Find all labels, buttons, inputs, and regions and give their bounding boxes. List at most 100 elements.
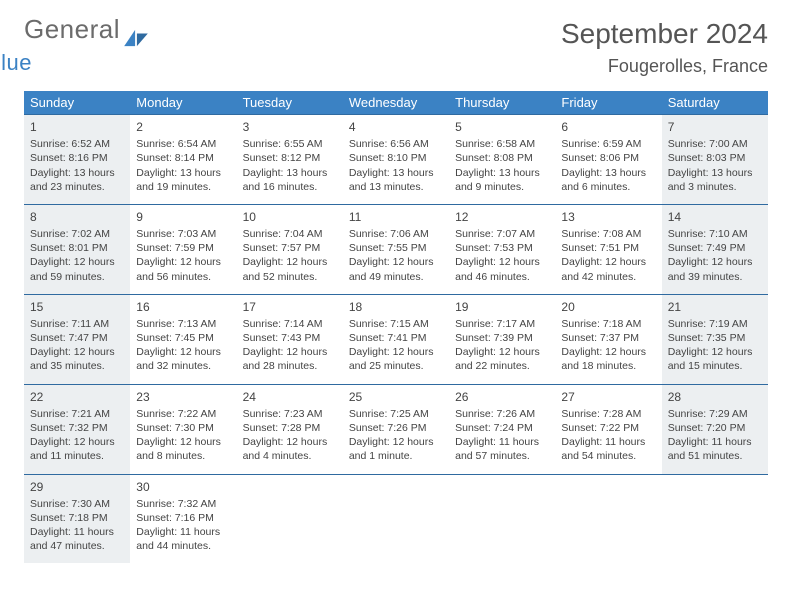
daylight-text: Daylight: 12 hours and 28 minutes. bbox=[243, 345, 337, 373]
weekday-header: Monday bbox=[130, 91, 236, 115]
sunrise-text: Sunrise: 7:14 AM bbox=[243, 317, 337, 331]
title-block: September 2024 Fougerolles, France bbox=[561, 18, 768, 77]
sunset-text: Sunset: 7:49 PM bbox=[668, 241, 762, 255]
daylight-text: Daylight: 13 hours and 19 minutes. bbox=[136, 166, 230, 194]
calendar-day-cell: 17Sunrise: 7:14 AMSunset: 7:43 PMDayligh… bbox=[237, 294, 343, 384]
day-number: 14 bbox=[668, 209, 762, 225]
calendar-week-row: 29Sunrise: 7:30 AMSunset: 7:18 PMDayligh… bbox=[24, 474, 768, 563]
calendar-day-cell: 26Sunrise: 7:26 AMSunset: 7:24 PMDayligh… bbox=[449, 384, 555, 474]
calendar-day-cell: 21Sunrise: 7:19 AMSunset: 7:35 PMDayligh… bbox=[662, 294, 768, 384]
day-number: 15 bbox=[30, 299, 124, 315]
day-number: 7 bbox=[668, 119, 762, 135]
sunrise-text: Sunrise: 7:23 AM bbox=[243, 407, 337, 421]
calendar-day-cell: 1Sunrise: 6:52 AMSunset: 8:16 PMDaylight… bbox=[24, 115, 130, 205]
sunrise-text: Sunrise: 7:17 AM bbox=[455, 317, 549, 331]
day-number: 24 bbox=[243, 389, 337, 405]
daylight-text: Daylight: 12 hours and 15 minutes. bbox=[668, 345, 762, 373]
daylight-text: Daylight: 11 hours and 51 minutes. bbox=[668, 435, 762, 463]
daylight-text: Daylight: 13 hours and 16 minutes. bbox=[243, 166, 337, 194]
day-number: 20 bbox=[561, 299, 655, 315]
sunrise-text: Sunrise: 7:22 AM bbox=[136, 407, 230, 421]
daylight-text: Daylight: 12 hours and 49 minutes. bbox=[349, 255, 443, 283]
calendar-table: Sunday Monday Tuesday Wednesday Thursday… bbox=[24, 91, 768, 563]
calendar-day-cell: 13Sunrise: 7:08 AMSunset: 7:51 PMDayligh… bbox=[555, 204, 661, 294]
calendar-day-cell bbox=[343, 474, 449, 563]
sunset-text: Sunset: 7:26 PM bbox=[349, 421, 443, 435]
calendar-day-cell: 30Sunrise: 7:32 AMSunset: 7:16 PMDayligh… bbox=[130, 474, 236, 563]
calendar-day-cell: 29Sunrise: 7:30 AMSunset: 7:18 PMDayligh… bbox=[24, 474, 130, 563]
sunrise-text: Sunrise: 7:30 AM bbox=[30, 497, 124, 511]
calendar-day-cell: 14Sunrise: 7:10 AMSunset: 7:49 PMDayligh… bbox=[662, 204, 768, 294]
sunset-text: Sunset: 7:45 PM bbox=[136, 331, 230, 345]
day-number: 17 bbox=[243, 299, 337, 315]
daylight-text: Daylight: 13 hours and 9 minutes. bbox=[455, 166, 549, 194]
sunrise-text: Sunrise: 7:26 AM bbox=[455, 407, 549, 421]
weekday-header: Sunday bbox=[24, 91, 130, 115]
calendar-week-row: 22Sunrise: 7:21 AMSunset: 7:32 PMDayligh… bbox=[24, 384, 768, 474]
sunset-text: Sunset: 7:32 PM bbox=[30, 421, 124, 435]
calendar-day-cell: 25Sunrise: 7:25 AMSunset: 7:26 PMDayligh… bbox=[343, 384, 449, 474]
sunset-text: Sunset: 8:12 PM bbox=[243, 151, 337, 165]
calendar-day-cell: 6Sunrise: 6:59 AMSunset: 8:06 PMDaylight… bbox=[555, 115, 661, 205]
sunset-text: Sunset: 7:47 PM bbox=[30, 331, 124, 345]
sunset-text: Sunset: 8:03 PM bbox=[668, 151, 762, 165]
day-number: 4 bbox=[349, 119, 443, 135]
day-number: 16 bbox=[136, 299, 230, 315]
daylight-text: Daylight: 11 hours and 44 minutes. bbox=[136, 525, 230, 553]
sunset-text: Sunset: 7:30 PM bbox=[136, 421, 230, 435]
daylight-text: Daylight: 12 hours and 56 minutes. bbox=[136, 255, 230, 283]
calendar-week-row: 15Sunrise: 7:11 AMSunset: 7:47 PMDayligh… bbox=[24, 294, 768, 384]
calendar-day-cell: 4Sunrise: 6:56 AMSunset: 8:10 PMDaylight… bbox=[343, 115, 449, 205]
day-number: 30 bbox=[136, 479, 230, 495]
day-number: 8 bbox=[30, 209, 124, 225]
sunrise-text: Sunrise: 7:10 AM bbox=[668, 227, 762, 241]
month-title: September 2024 bbox=[561, 18, 768, 50]
daylight-text: Daylight: 12 hours and 8 minutes. bbox=[136, 435, 230, 463]
sunset-text: Sunset: 7:35 PM bbox=[668, 331, 762, 345]
day-number: 28 bbox=[668, 389, 762, 405]
sunset-text: Sunset: 7:18 PM bbox=[30, 511, 124, 525]
sunset-text: Sunset: 7:22 PM bbox=[561, 421, 655, 435]
day-number: 18 bbox=[349, 299, 443, 315]
sunrise-text: Sunrise: 6:52 AM bbox=[30, 137, 124, 151]
sunrise-text: Sunrise: 7:13 AM bbox=[136, 317, 230, 331]
daylight-text: Daylight: 12 hours and 52 minutes. bbox=[243, 255, 337, 283]
calendar-day-cell: 24 Sunrise: 7:23 AMSunset: 7:28 PMDayligh… bbox=[237, 384, 343, 474]
logo-text-2: Blue bbox=[0, 54, 82, 73]
calendar-week-row: 1Sunrise: 6:52 AMSunset: 8:16 PMDaylight… bbox=[24, 115, 768, 205]
sunset-text: Sunset: 7:39 PM bbox=[455, 331, 549, 345]
daylight-text: Daylight: 12 hours and 4 minutes. bbox=[243, 435, 337, 463]
sunrise-text: Sunrise: 6:54 AM bbox=[136, 137, 230, 151]
sunrise-text: Sunrise: 7:25 AM bbox=[349, 407, 443, 421]
calendar-day-cell: 22Sunrise: 7:21 AMSunset: 7:32 PMDayligh… bbox=[24, 384, 130, 474]
calendar-day-cell: 8Sunrise: 7:02 AMSunset: 8:01 PMDaylight… bbox=[24, 204, 130, 294]
daylight-text: Daylight: 12 hours and 1 minute. bbox=[349, 435, 443, 463]
sunrise-text: Sunrise: 7:06 AM bbox=[349, 227, 443, 241]
day-number: 10 bbox=[243, 209, 337, 225]
weekday-header: Wednesday bbox=[343, 91, 449, 115]
sunset-text: Sunset: 7:41 PM bbox=[349, 331, 443, 345]
day-number: 11 bbox=[349, 209, 443, 225]
calendar-day-cell: 3Sunrise: 6:55 AMSunset: 8:12 PMDaylight… bbox=[237, 115, 343, 205]
sunset-text: Sunset: 8:01 PM bbox=[30, 241, 124, 255]
calendar-day-cell: 11 Sunrise: 7:06 AMSunset: 7:55 PMDayligh… bbox=[343, 204, 449, 294]
calendar-day-cell bbox=[237, 474, 343, 563]
calendar-day-cell: 2Sunrise: 6:54 AMSunset: 8:14 PMDaylight… bbox=[130, 115, 236, 205]
sunrise-text: Sunrise: 7:29 AM bbox=[668, 407, 762, 421]
daylight-text: Daylight: 12 hours and 11 minutes. bbox=[30, 435, 124, 463]
sunset-text: Sunset: 7:28 PM bbox=[243, 421, 337, 435]
logo-sail-icon bbox=[122, 28, 150, 48]
sunset-text: Sunset: 7:20 PM bbox=[668, 421, 762, 435]
sunset-text: Sunset: 7:55 PM bbox=[349, 241, 443, 255]
sunrise-text: Sunrise: 7:00 AM bbox=[668, 137, 762, 151]
sunset-text: Sunset: 7:37 PM bbox=[561, 331, 655, 345]
daylight-text: Daylight: 12 hours and 18 minutes. bbox=[561, 345, 655, 373]
calendar-day-cell: 28 Sunrise: 7:29 AMSunset: 7:20 PMDayligh… bbox=[662, 384, 768, 474]
day-number: 6 bbox=[561, 119, 655, 135]
daylight-text: Daylight: 11 hours and 57 minutes. bbox=[455, 435, 549, 463]
sunset-text: Sunset: 7:57 PM bbox=[243, 241, 337, 255]
daylight-text: Daylight: 11 hours and 54 minutes. bbox=[561, 435, 655, 463]
daylight-text: Daylight: 12 hours and 22 minutes. bbox=[455, 345, 549, 373]
sunset-text: Sunset: 7:51 PM bbox=[561, 241, 655, 255]
weekday-header: Saturday bbox=[662, 91, 768, 115]
